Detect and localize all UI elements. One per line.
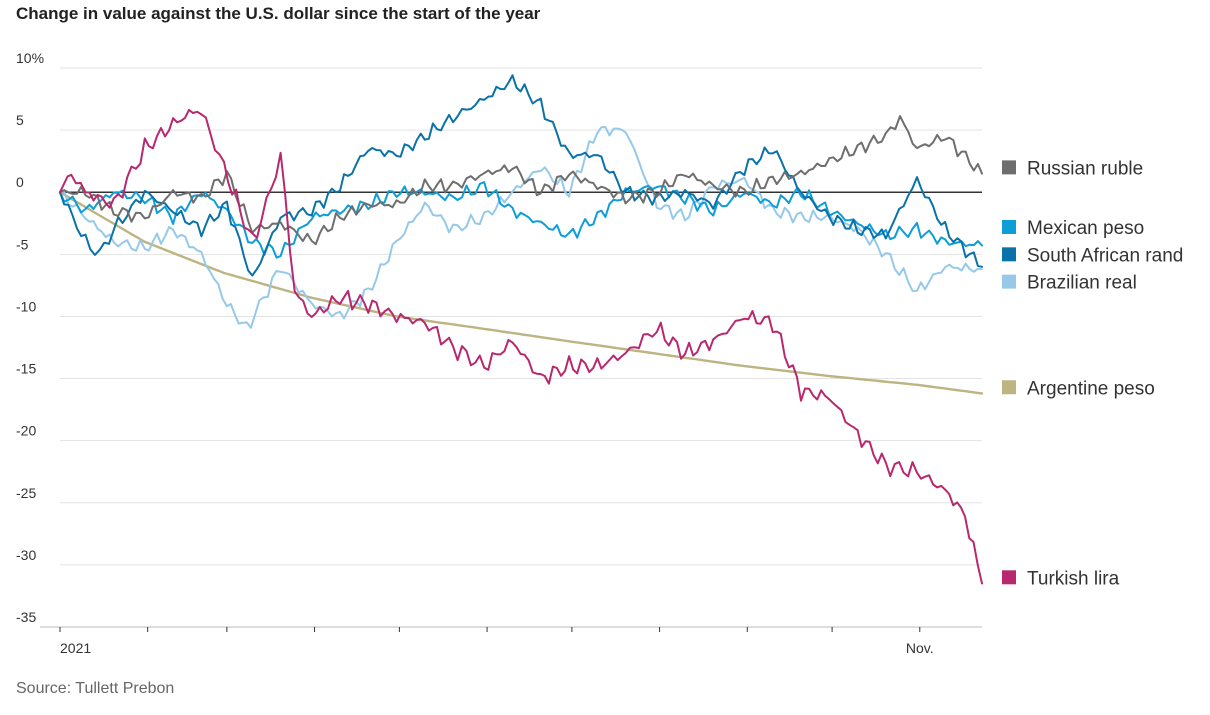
series-line-russian-ruble bbox=[59, 115, 983, 246]
y-tick-label: -30 bbox=[16, 547, 36, 563]
legend-label-russian-ruble: Russian ruble bbox=[1027, 158, 1143, 179]
y-tick-label: -15 bbox=[16, 361, 36, 377]
chart-source: Source: Tullett Prebon bbox=[16, 680, 175, 697]
y-tick-label: -10 bbox=[16, 298, 36, 314]
series-lines bbox=[58, 74, 984, 585]
legend-label-mexican-peso: Mexican peso bbox=[1027, 218, 1144, 239]
axes: 10% 5 0 -5 -10 -15 -20 -25 -30 -35 2021 Nov. bbox=[16, 50, 982, 656]
legend-swatch-mexican-peso bbox=[1002, 220, 1016, 235]
series-line-south-african-rand bbox=[59, 74, 983, 277]
legend-label-south-african-rand: South African rand bbox=[1027, 245, 1183, 266]
legend-label-turkish-lira: Turkish lira bbox=[1027, 568, 1120, 589]
chart-title: Change in value against the U.S. dollar … bbox=[16, 4, 541, 23]
y-tick-label: 0 bbox=[16, 174, 24, 190]
y-tick-label: 10% bbox=[16, 50, 44, 66]
series-line-argentine-peso bbox=[58, 191, 984, 395]
y-tick-label: 5 bbox=[16, 112, 24, 128]
series-line-mexican-peso bbox=[59, 181, 983, 259]
legend-label-brazilian-real: Brazilian real bbox=[1027, 273, 1137, 294]
legend-swatch-argentine-peso bbox=[1002, 380, 1016, 395]
x-tick-label: Nov. bbox=[906, 640, 934, 656]
y-tick-label: -35 bbox=[16, 609, 36, 625]
x-tick-label: 2021 bbox=[60, 640, 91, 656]
y-tick-label: -25 bbox=[16, 485, 36, 501]
y-tick-label: -5 bbox=[16, 236, 29, 252]
series-line-turkish-lira bbox=[59, 108, 983, 585]
legend-swatch-brazilian-real bbox=[1002, 274, 1016, 289]
legend-label-argentine-peso: Argentine peso bbox=[1027, 378, 1155, 399]
legend-swatch-turkish-lira bbox=[1002, 570, 1016, 585]
legend: Russian ruble Mexican peso South African r… bbox=[1002, 158, 1183, 589]
legend-swatch-russian-ruble bbox=[1002, 160, 1016, 175]
y-tick-label: -20 bbox=[16, 423, 36, 439]
legend-swatch-south-african-rand bbox=[1002, 247, 1016, 262]
